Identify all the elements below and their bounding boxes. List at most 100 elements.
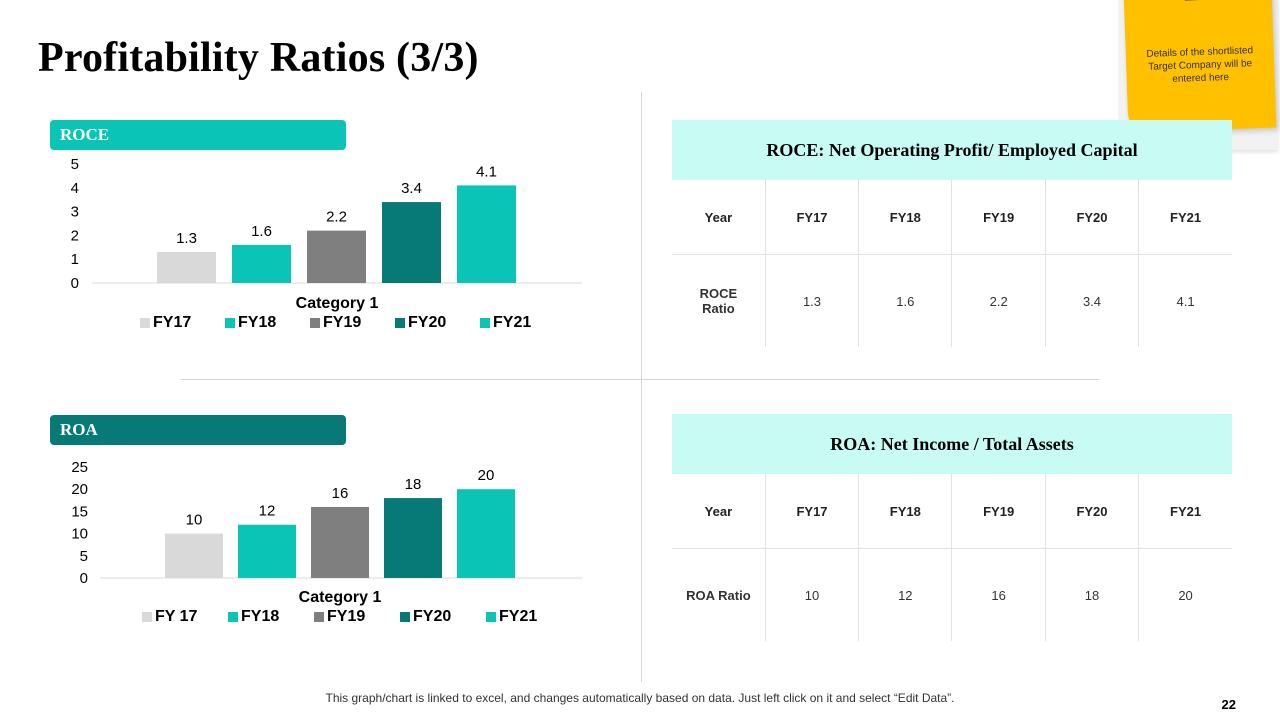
roa-table: ROA: Net Income / Total Assets Year FY17… bbox=[672, 414, 1232, 641]
legend-item: FY20 bbox=[395, 314, 480, 332]
legend-swatch bbox=[486, 612, 496, 622]
roce-table-heading: ROCE: Net Operating Profit/ Employed Cap… bbox=[672, 120, 1232, 180]
horizontal-divider bbox=[181, 379, 1099, 380]
bar-fy18 bbox=[238, 524, 296, 578]
y-tick-label: 0 bbox=[71, 275, 79, 292]
table-cell: FY20 bbox=[1045, 474, 1140, 549]
data-label: 18 bbox=[405, 476, 422, 493]
sticky-note-text: Details of the shortlisted Target Compan… bbox=[1146, 45, 1254, 85]
page-number: 22 bbox=[1221, 697, 1236, 712]
legend-label: FY20 bbox=[408, 314, 447, 331]
vertical-divider bbox=[641, 92, 642, 682]
legend-swatch bbox=[228, 612, 238, 622]
y-tick-label: 15 bbox=[71, 503, 88, 520]
data-label: 12 bbox=[259, 503, 276, 520]
data-label: 1.3 bbox=[176, 230, 197, 247]
bar-fy19 bbox=[307, 230, 366, 283]
legend-label: FY18 bbox=[241, 608, 280, 625]
legend-swatch bbox=[314, 612, 324, 622]
table-cell: FY21 bbox=[1138, 474, 1232, 549]
legend-label: FY18 bbox=[238, 314, 277, 331]
bar-fy20 bbox=[384, 498, 442, 578]
y-tick-label: 5 bbox=[71, 156, 79, 173]
legend-swatch bbox=[310, 318, 320, 328]
legend-swatch bbox=[225, 318, 235, 328]
table-cell: 18 bbox=[1045, 548, 1140, 641]
table-cell: 1.3 bbox=[765, 254, 860, 347]
legend-label: FY20 bbox=[413, 608, 452, 625]
data-label: 2.2 bbox=[326, 209, 347, 226]
legend-item: FY18 bbox=[225, 314, 310, 332]
bar-fy17 bbox=[157, 252, 216, 283]
table-cell: FY19 bbox=[951, 474, 1046, 549]
table-row-label: ROCE Ratio bbox=[672, 254, 766, 347]
table-cell: Year bbox=[672, 474, 766, 549]
roce-legend: FY17 FY18 FY19 FY20 FY21 bbox=[140, 314, 565, 332]
legend-item: FY 17 bbox=[142, 608, 228, 626]
table-cell: FY19 bbox=[951, 180, 1046, 255]
data-label: 16 bbox=[332, 485, 349, 502]
roa-table-value-row: ROA Ratio 10 12 16 18 20 bbox=[672, 548, 1232, 641]
roce-table: ROCE: Net Operating Profit/ Employed Cap… bbox=[672, 120, 1232, 347]
legend-swatch bbox=[480, 318, 490, 328]
y-tick-label: 3 bbox=[71, 204, 79, 221]
roa-table-heading: ROA: Net Income / Total Assets bbox=[672, 414, 1232, 474]
legend-item: FY19 bbox=[314, 608, 400, 626]
legend-item: FY19 bbox=[310, 314, 395, 332]
legend-label: FY21 bbox=[493, 314, 532, 331]
bar-fy21 bbox=[457, 489, 515, 578]
table-cell: 16 bbox=[951, 548, 1046, 641]
x-axis-label: Category 1 bbox=[296, 295, 379, 312]
legend-swatch bbox=[142, 612, 152, 622]
table-cell: 4.1 bbox=[1176, 293, 1195, 309]
roce-chart-svg: 0 1 2 3 4 5 1.3 1.6 2.2 3.4 4.1 Category 1 bbox=[71, 156, 582, 312]
y-tick-label: 20 bbox=[71, 481, 88, 498]
legend-item: FY20 bbox=[400, 608, 486, 626]
table-cell: FY17 bbox=[765, 180, 860, 255]
roce-table-value-row: ROCE Ratio 1.3 1.6 2.2 3.4 4.1 bbox=[672, 254, 1232, 347]
roa-table-header-row: Year FY17 FY18 FY19 FY20 FY21 bbox=[672, 474, 1232, 549]
roa-section-label: ROA bbox=[50, 415, 346, 445]
table-cell: FY17 bbox=[765, 474, 860, 549]
legend-label: FY21 bbox=[499, 608, 538, 625]
legend-item: FY18 bbox=[228, 608, 314, 626]
bar-fy19 bbox=[311, 506, 369, 578]
legend-label: FY19 bbox=[323, 314, 362, 331]
bar-fy18 bbox=[232, 244, 291, 283]
y-tick-label: 10 bbox=[71, 526, 88, 543]
table-cell: 20 bbox=[1178, 587, 1193, 603]
y-tick-label: 5 bbox=[80, 548, 88, 565]
table-cell: FY18 bbox=[858, 180, 953, 255]
bar-fy17 bbox=[165, 533, 223, 578]
legend-label: FY19 bbox=[327, 608, 366, 625]
legend-label: FY17 bbox=[153, 314, 192, 331]
x-axis-label: Category 1 bbox=[299, 589, 382, 606]
y-tick-label: 1 bbox=[71, 251, 79, 268]
binder-clip-icon bbox=[1183, 0, 1212, 1]
table-cell: 1.6 bbox=[858, 254, 953, 347]
roa-chart-svg: 0 5 10 15 20 25 10 12 16 18 20 Category 1 bbox=[71, 459, 582, 606]
legend-item: FY21 bbox=[486, 608, 572, 626]
roce-bar-chart[interactable]: 0 1 2 3 4 5 1.3 1.6 2.2 3.4 4.1 Category 1 bbox=[0, 155, 600, 315]
legend-label: FY 17 bbox=[155, 608, 198, 625]
table-cell: 12 bbox=[858, 548, 953, 641]
data-label: 3.4 bbox=[401, 180, 422, 197]
table-row-label: ROA Ratio bbox=[672, 548, 766, 641]
bar-fy20 bbox=[382, 202, 441, 283]
y-tick-label: 0 bbox=[80, 570, 88, 587]
bar-fy21 bbox=[457, 185, 516, 283]
legend-swatch bbox=[400, 612, 410, 622]
table-cell: 3.4 bbox=[1045, 254, 1140, 347]
roce-table-header-row: Year FY17 FY18 FY19 FY20 FY21 bbox=[672, 180, 1232, 255]
y-tick-label: 2 bbox=[71, 227, 79, 244]
legend-item: FY21 bbox=[480, 314, 565, 332]
y-tick-label: 25 bbox=[71, 459, 88, 476]
roce-section-label: ROCE bbox=[50, 120, 346, 150]
table-cell: 10 bbox=[765, 548, 860, 641]
page-title: Profitability Ratios (3/3) bbox=[38, 35, 479, 81]
data-label: 20 bbox=[478, 467, 495, 484]
footer-note: This graph/chart is linked to excel, and… bbox=[325, 691, 955, 705]
table-cell: Year bbox=[672, 180, 766, 255]
roa-bar-chart[interactable]: 0 5 10 15 20 25 10 12 16 18 20 Category 1 bbox=[0, 455, 600, 607]
table-cell: FY20 bbox=[1045, 180, 1140, 255]
